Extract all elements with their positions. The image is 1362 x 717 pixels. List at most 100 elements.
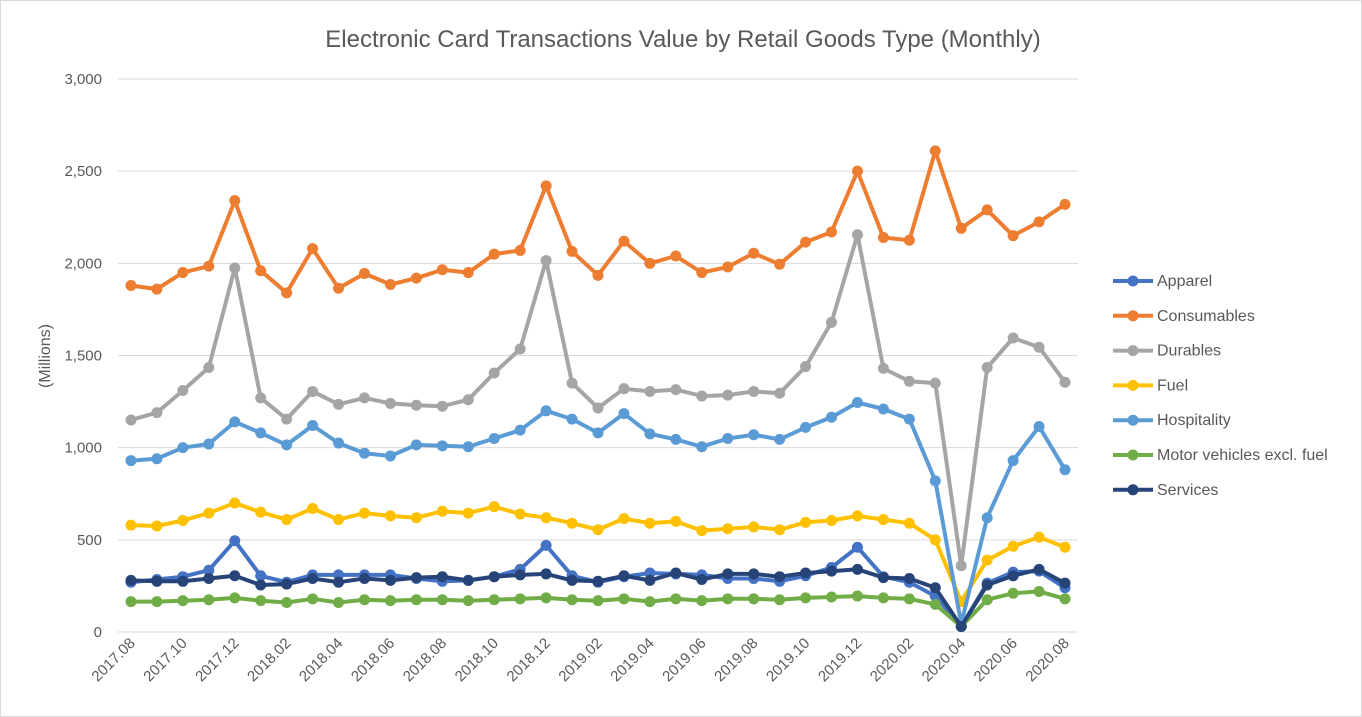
data-point: [851, 563, 863, 575]
data-point: [618, 383, 630, 395]
data-point: [644, 385, 656, 397]
data-point: [333, 437, 345, 449]
data-point: [255, 595, 267, 607]
y-tick-label: 3,000: [64, 71, 102, 88]
legend-label: Hospitality: [1157, 412, 1231, 429]
data-point: [748, 521, 760, 533]
data-point: [722, 261, 734, 273]
legend-swatch-marker: [1127, 379, 1139, 391]
data-point: [307, 385, 319, 397]
series-services: [125, 563, 1071, 632]
data-point: [826, 565, 838, 577]
data-point: [514, 508, 526, 520]
data-point: [877, 514, 889, 526]
legend-item: Consumables: [1113, 308, 1255, 325]
data-point: [670, 384, 682, 396]
legend-item: Hospitality: [1113, 412, 1231, 429]
data-point: [229, 535, 241, 547]
data-point: [255, 392, 267, 404]
data-point: [514, 244, 526, 256]
data-point: [229, 497, 241, 509]
data-point: [877, 362, 889, 374]
data-point: [903, 234, 915, 246]
data-point: [177, 575, 189, 587]
data-point: [955, 560, 967, 572]
data-point: [255, 265, 267, 277]
data-point: [1033, 585, 1045, 597]
data-point: [255, 506, 267, 518]
data-point: [1007, 587, 1019, 599]
data-point: [566, 377, 578, 389]
series-fuel: [125, 497, 1071, 608]
data-point: [748, 429, 760, 441]
data-point: [125, 414, 137, 426]
x-tick-label: 2019.06: [659, 635, 709, 685]
legend-swatch-marker: [1127, 484, 1139, 496]
data-point: [540, 568, 552, 580]
data-point: [151, 575, 163, 587]
data-point: [333, 597, 345, 609]
data-point: [488, 594, 500, 606]
data-point: [462, 507, 474, 519]
data-point: [826, 591, 838, 603]
data-point: [514, 593, 526, 605]
y-tick-label: 2,000: [64, 255, 102, 272]
x-tick-label: 2019.02: [555, 635, 605, 685]
series-durables: [125, 229, 1071, 572]
x-tick-label: 2019.04: [607, 635, 657, 685]
legend-item: Apparel: [1113, 273, 1212, 290]
data-point: [307, 243, 319, 255]
data-point: [229, 570, 241, 582]
data-point: [722, 432, 734, 444]
data-point: [592, 269, 604, 281]
legend-label: Fuel: [1157, 377, 1188, 394]
y-tick-label: 1,000: [64, 440, 102, 457]
data-point: [566, 413, 578, 425]
data-point: [1033, 563, 1045, 575]
y-axis-label: (Millions): [37, 324, 54, 388]
data-point: [151, 407, 163, 419]
data-point: [514, 424, 526, 436]
data-point: [333, 282, 345, 294]
data-point: [1033, 216, 1045, 228]
data-point: [722, 523, 734, 535]
data-point: [774, 594, 786, 606]
data-point: [203, 594, 215, 606]
data-point: [877, 232, 889, 244]
data-point: [410, 399, 422, 411]
data-point: [384, 595, 396, 607]
data-point: [566, 245, 578, 257]
data-point: [488, 501, 500, 513]
x-tick-label: 2019.10: [763, 635, 813, 685]
data-point: [722, 593, 734, 605]
data-point: [307, 593, 319, 605]
data-point: [151, 520, 163, 532]
data-point: [333, 576, 345, 588]
data-point: [696, 441, 708, 453]
data-point: [670, 567, 682, 579]
data-point: [903, 375, 915, 387]
data-point: [774, 524, 786, 536]
x-tick-label: 2018.10: [452, 635, 502, 685]
data-point: [281, 439, 293, 451]
legend: Apparel Consumables Durables Fuel Hospitalit…: [1113, 273, 1328, 499]
data-point: [618, 570, 630, 582]
data-point: [1033, 420, 1045, 432]
x-tick-label: 2020.06: [971, 635, 1021, 685]
data-point: [307, 420, 319, 432]
data-point: [800, 236, 812, 248]
data-point: [592, 427, 604, 439]
data-point: [540, 512, 552, 524]
data-point: [800, 421, 812, 433]
data-point: [281, 514, 293, 526]
data-point: [125, 519, 137, 531]
data-point: [748, 385, 760, 397]
data-point: [384, 450, 396, 462]
data-point: [462, 595, 474, 607]
data-point: [800, 567, 812, 579]
data-point: [826, 514, 838, 526]
data-point: [410, 572, 422, 584]
data-point: [929, 475, 941, 487]
data-point: [177, 595, 189, 607]
